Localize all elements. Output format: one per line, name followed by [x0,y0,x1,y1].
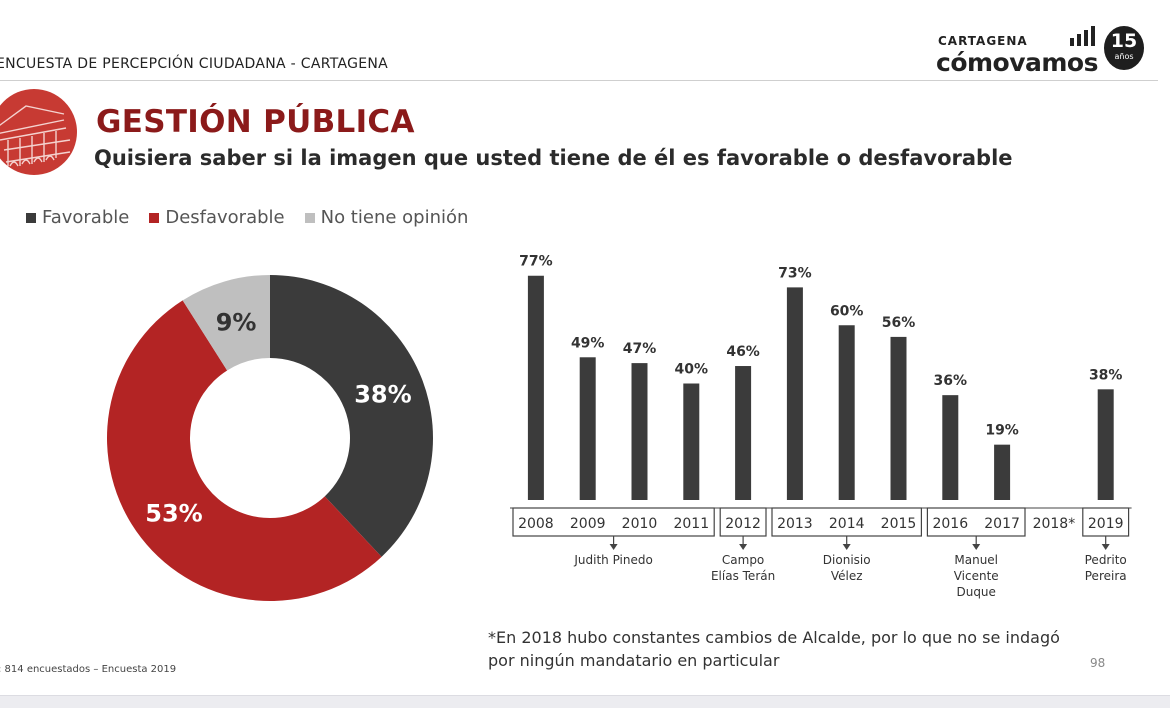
x-tick-2018*: 2018* [1033,516,1076,532]
city-illustration-icon [0,89,77,175]
legend-label: Favorable [42,207,130,228]
pie-label-1: 53% [145,499,202,527]
mayor-name-3-0: Manuel [954,553,998,567]
mayor-arrow-icon-1 [739,544,748,550]
x-tick-2010: 2010 [622,516,658,532]
bar-2016 [942,395,959,500]
bar-2015 [890,336,907,500]
anniversary-badge: 15 años [1104,26,1144,70]
logo: CARTAGENA cómovamos 15 años [936,24,1156,78]
section-title: GESTIÓN PÚBLICA [96,104,415,140]
x-tick-2016: 2016 [932,516,968,532]
mayor-arrow-icon-2 [842,544,851,550]
mayor-name-1-0: Campo [722,553,764,567]
bar-2019 [1097,389,1114,500]
x-tick-2014: 2014 [829,516,865,532]
bar-label-2012: 46% [726,344,760,360]
pie-label-0: 38% [354,380,411,408]
mayor-name-0-0: Judith Pinedo [573,553,652,567]
legend-item-desfavorable: Desfavorable [149,207,285,228]
badge-number: 15 [1110,30,1138,52]
bar-2008 [527,275,544,500]
bar-2009 [579,357,596,500]
mayor-name-1-1: Elías Terán [711,569,775,583]
logo-name: cómovamos [936,48,1099,77]
mayor-name-2-0: Dionisio [823,553,871,567]
x-tick-2015: 2015 [881,516,917,532]
pie-slice-0 [270,275,434,557]
bar-label-2010: 47% [623,341,657,357]
mayor-arrow-icon-3 [972,544,981,550]
footnote-line-2: por ningún mandatario en particular [488,651,780,670]
mayor-arrow-icon-4 [1101,544,1110,550]
bar-2012 [735,366,752,500]
pie-label-2: 9% [216,308,257,336]
mayor-name-3-1: Vicente [954,569,999,583]
source-note: : 814 encuestados – Encuesta 2019 [0,664,177,675]
question-text: Quisiera saber si la imagen que usted ti… [94,146,1013,170]
footnote-line-1: *En 2018 hubo constantes cambios de Alca… [488,628,1060,647]
bar-2011 [683,383,700,500]
bar-2013 [786,287,803,500]
survey-title: ENCUESTA DE PERCEPCIÓN CIUDADANA - CARTA… [0,56,389,72]
legend-label: No tiene opinión [320,207,469,228]
legend-label: Desfavorable [165,207,285,228]
footnote: *En 2018 hubo constantes cambios de Alca… [488,626,1128,672]
chart-legend: Favorable Desfavorable No tiene opinión [26,207,468,228]
bar-label-2011: 40% [675,362,709,378]
mayor-name-4-1: Pereira [1085,569,1127,583]
bar-label-2013: 73% [778,265,812,281]
bar-2014 [838,325,855,500]
badge-text: años [1114,52,1134,61]
signal-bars-icon [1070,26,1095,46]
pie-slice-1 [106,300,382,601]
logo-city: CARTAGENA [938,34,1028,48]
mayor-name-3-2: Duque [956,585,995,599]
x-tick-2009: 2009 [570,516,606,532]
mayor-name-2-1: Vélez [831,569,863,583]
mayor-arrow-icon-0 [609,544,618,550]
bar-2017 [994,444,1011,500]
page-number: 98 [1090,656,1106,670]
header-divider [0,80,1158,81]
bar-chart: 77% 2008 49% 2009 47% 2010 40% 2011 46% 2012 73% 20… [510,254,1132,599]
bottom-strip [0,695,1170,708]
legend-swatch-favorable [26,212,36,223]
bar-2010 [631,363,648,500]
bar-label-2009: 49% [571,335,605,351]
bar-label-2019: 38% [1089,367,1123,383]
mayor-name-4-0: Pedrito [1085,553,1127,567]
x-tick-2017: 2017 [984,516,1020,532]
x-tick-2019: 2019 [1088,516,1124,532]
donut-chart: 38% 53% 9% [106,275,434,601]
legend-item-favorable: Favorable [26,207,129,228]
bar-label-2017: 19% [985,423,1019,439]
bar-label-2016: 36% [934,373,968,389]
legend-swatch-desfavorable [149,212,160,223]
legend-swatch-no-opinion [304,212,315,223]
x-tick-2012: 2012 [725,516,761,532]
x-tick-2011: 2011 [673,516,709,532]
legend-item-no-opinion: No tiene opinión [304,207,469,228]
pie-slice-2 [182,275,270,371]
x-tick-2013: 2013 [777,516,813,532]
x-tick-2008: 2008 [518,516,554,532]
bar-label-2015: 56% [882,315,916,331]
bar-label-2014: 60% [830,303,864,319]
bar-label-2008: 77% [519,254,553,270]
